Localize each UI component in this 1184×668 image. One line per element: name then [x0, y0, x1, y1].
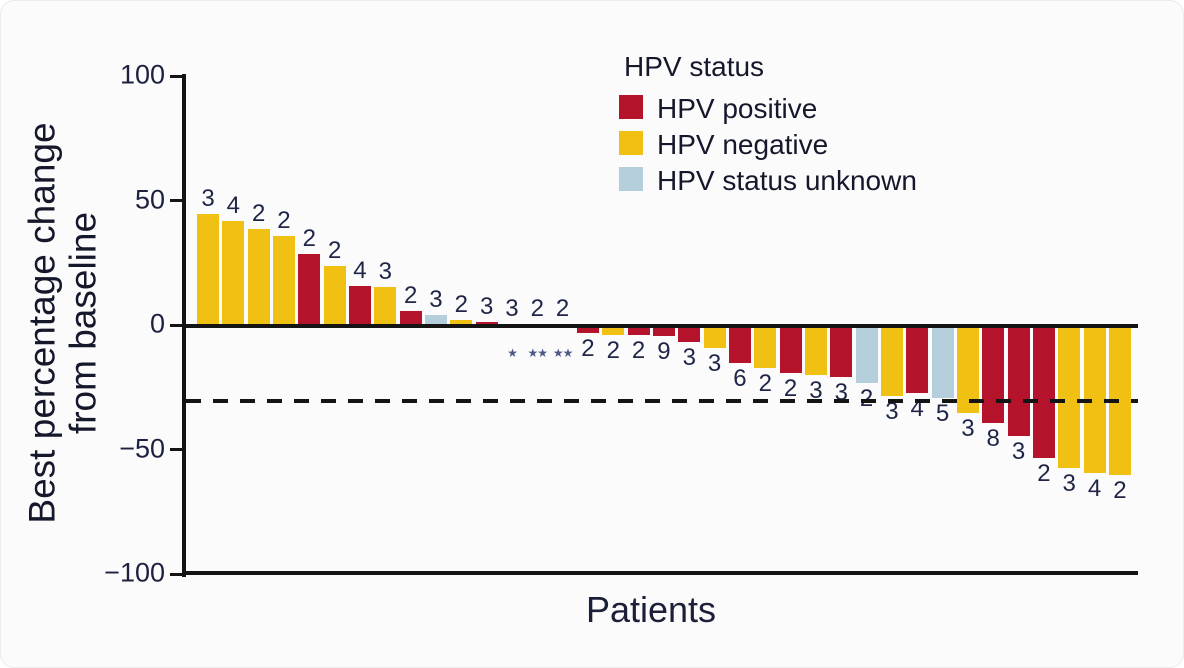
bar-hpv-negative: [374, 287, 397, 326]
bar-value-label: 2: [606, 336, 620, 364]
bar-value-label: 3: [378, 258, 392, 286]
bar-value-label: 2: [454, 290, 468, 318]
bar-hpv-positive: [652, 326, 675, 336]
bar-hpv-positive: [678, 326, 701, 343]
hpv-unknown-swatch-icon: [619, 167, 643, 191]
bar-value-label: 2: [277, 207, 291, 235]
bar-hpv-positive: [399, 311, 422, 326]
bar-hpv-positive: [779, 326, 802, 374]
bar-hpv-positive: [348, 286, 371, 326]
hpv-negative-swatch-icon: [619, 131, 643, 155]
y-tick-mark: [170, 448, 183, 451]
bar-value-label: 3: [1062, 469, 1076, 497]
bar-hpv-negative: [956, 326, 979, 414]
bar-hpv-positive: [1032, 326, 1055, 458]
y-tick-label: 50: [134, 183, 165, 214]
y-axis-line: [182, 74, 186, 577]
bar-value-label: 4: [910, 395, 924, 423]
bar-value-label: 2: [403, 282, 418, 310]
bar-hpv-positive: [576, 326, 599, 334]
bar-value-label: 3: [834, 379, 848, 407]
bar-value-label: 4: [1087, 474, 1102, 502]
y-tick-label: −100: [104, 557, 165, 588]
bar-value-label: 2: [1113, 477, 1127, 505]
bar-hpv-negative: [1058, 326, 1081, 468]
legend-item-label: HPV negative: [657, 129, 829, 160]
bar-value-label: 3: [682, 344, 696, 372]
x-axis-label: Patients: [585, 589, 717, 630]
bar-hpv-positive: [830, 326, 853, 378]
bar-value-label: 6: [733, 365, 747, 393]
bar-value-label: 2: [631, 336, 646, 364]
bar-value-label: 2: [581, 335, 595, 363]
bar-value-label: 2: [758, 370, 772, 398]
zero-bar-star-icon: ★★: [552, 346, 574, 360]
y-tick-label: 0: [149, 308, 165, 339]
plot-area: 3422224323233★2★★2★★22293362233234538323…: [186, 76, 1141, 586]
y-tick-mark: [170, 572, 183, 576]
bar-hpv-negative: [602, 326, 625, 335]
bar-hpv-unknown: [855, 326, 878, 384]
bar-hpv-positive: [1007, 326, 1030, 436]
bar-value-label: 3: [707, 350, 722, 378]
y-tick-mark: [170, 74, 183, 78]
bar-value-label: 3: [479, 293, 494, 321]
zero-bar-star-icon: ★: [507, 346, 518, 360]
bar-hpv-negative: [222, 221, 245, 326]
y-axis-title-line1: Best percentage change: [21, 122, 63, 524]
bar-hpv-negative: [247, 228, 270, 326]
bar-value-label: 3: [201, 184, 215, 212]
bar-hpv-negative: [804, 326, 827, 375]
bar-value-label: 2: [251, 199, 266, 227]
legend-item-label: HPV status unknown: [657, 165, 917, 196]
bar-hpv-positive: [982, 326, 1005, 424]
y-tick-label: −50: [119, 432, 165, 463]
bar-value-label: 2: [783, 375, 798, 403]
legend-title: HPV status: [624, 51, 765, 82]
zero-bar-star-icon: ★★: [527, 346, 549, 360]
bar-value-label: 8: [986, 425, 1000, 453]
bar-value-label: 2: [327, 237, 342, 265]
y-tick-label: 100: [119, 59, 165, 90]
bar-hpv-unknown: [424, 314, 447, 326]
bar-hpv-positive: [728, 326, 751, 364]
bar-hpv-negative: [880, 326, 903, 396]
bar-hpv-negative: [323, 266, 346, 326]
bar-value-label: 2: [530, 295, 544, 322]
bar-hpv-negative: [197, 213, 219, 326]
bar-value-label: 5: [935, 400, 950, 428]
zero-baseline-line: [186, 324, 1138, 328]
bar-hpv-negative: [272, 236, 295, 326]
bar-value-label: 2: [302, 224, 316, 252]
bar-value-label: 2: [555, 295, 570, 322]
bar-hpv-positive: [906, 326, 929, 394]
bar-value-label: 3: [429, 285, 443, 313]
bar-hpv-positive: [627, 326, 650, 335]
bar-value-label: 3: [809, 376, 823, 404]
bar-value-label: 2: [1037, 459, 1051, 487]
bar-value-label: 3: [1011, 437, 1026, 465]
bar-value-label: 9: [657, 337, 671, 365]
legend-item-label: HPV positive: [657, 93, 818, 124]
bar-value-label: 3: [961, 415, 975, 443]
y-tick-mark: [170, 199, 183, 202]
y-tick-mark: [170, 323, 183, 327]
bar-value-label: 4: [226, 192, 240, 220]
bar-hpv-negative: [754, 326, 777, 369]
bar-hpv-positive: [298, 253, 321, 326]
bar-hpv-unknown: [931, 326, 954, 399]
bar-value-label: 4: [353, 257, 367, 285]
bar-hpv-negative: [450, 319, 473, 326]
minus100-axis-line: [186, 571, 1138, 575]
bar-hpv-negative: [703, 326, 726, 349]
bar-value-label: 3: [505, 295, 519, 322]
minus30-reference-dashed-line: [186, 398, 1138, 403]
bar-value-label: 3: [885, 397, 899, 425]
hpv-positive-swatch-icon: [619, 95, 643, 119]
